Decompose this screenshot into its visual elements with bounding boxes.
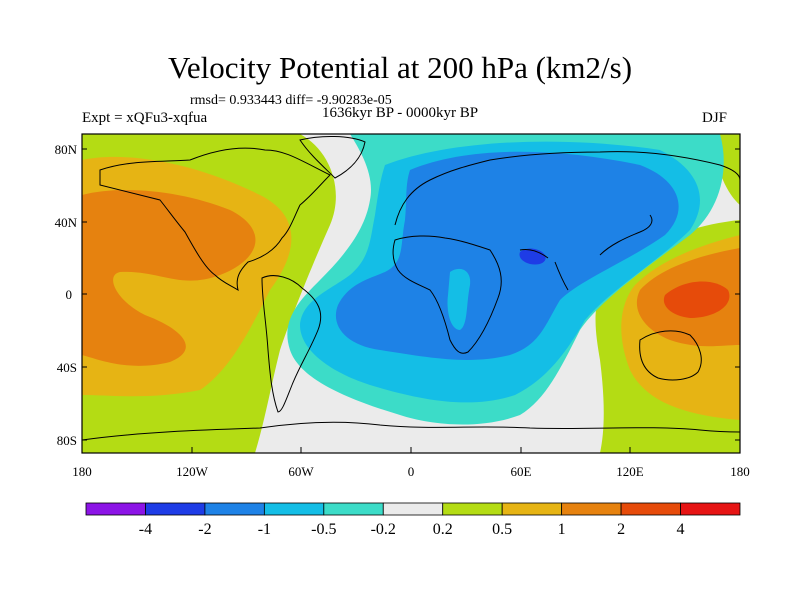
coast-antarctica: [82, 421, 740, 441]
coast-australia: [639, 330, 702, 381]
contour-neg-05-island: [447, 268, 471, 330]
period-label: 1636kyr BP - 0000kyr BP: [322, 105, 479, 121]
colorbar-swatch: [85, 502, 146, 516]
contour-neg-1: [335, 151, 679, 360]
colorbar-swatch: [680, 502, 741, 516]
stats-label: rmsd= 0.933443 diff= -9.90283e-05: [190, 93, 392, 108]
colorbar-swatch: [204, 502, 265, 516]
colorbar-swatch: [501, 502, 563, 516]
coastlines: [82, 135, 740, 441]
colorbar-swatch: [145, 502, 206, 516]
colorbar-swatch: [620, 502, 681, 516]
lon-label-0: 0: [408, 464, 415, 479]
chart-title: Velocity Potential at 200 hPa (km2/s): [167, 50, 633, 85]
colorbar-label: -1: [258, 521, 271, 538]
colorbar-label: 4: [677, 521, 685, 538]
experiment-label: Expt = xQFu3-xqfua: [82, 110, 208, 126]
lon-label-180e: 180: [730, 464, 750, 479]
colorbar-label: -0.2: [371, 521, 396, 538]
lon-label-60w: 60W: [288, 464, 314, 479]
colorbar-label: 2: [617, 521, 625, 538]
colorbar-swatch: [382, 502, 444, 516]
contour-field: [82, 134, 740, 453]
colorbar: -4 -2 -1 -0.5 -0.2 0.2 0.5 1 2 4: [85, 502, 741, 538]
lat-label-80s: 80S: [57, 433, 77, 448]
colorbar-swatch: [263, 502, 325, 516]
coast-eurasia: [394, 151, 740, 291]
colorbar-label: 0.5: [492, 521, 512, 538]
lon-ticks: [81, 447, 741, 453]
lat-ticks: [82, 148, 740, 441]
lat-label-80n: 80N: [55, 142, 78, 157]
colorbar-label: 0.2: [433, 521, 453, 538]
colorbar-swatch: [323, 502, 384, 516]
coast-africa: [392, 235, 502, 354]
coast-south-america: [261, 275, 322, 413]
lon-label-60e: 60E: [511, 464, 532, 479]
season-label: DJF: [702, 110, 728, 126]
colorbar-label: -0.5: [311, 521, 336, 538]
lat-label-40s: 40S: [57, 360, 77, 375]
lon-label-120e: 120E: [616, 464, 644, 479]
coast-greenland: [299, 135, 366, 179]
lat-label-0: 0: [66, 287, 73, 302]
lat-label-40n: 40N: [55, 215, 78, 230]
colorbar-swatch: [561, 502, 622, 516]
lon-label-120w: 120W: [176, 464, 209, 479]
colorbar-label: -4: [139, 521, 152, 538]
colorbar-label: -2: [198, 521, 211, 538]
colorbar-label: 1: [558, 521, 566, 538]
contour-wpac-4: [663, 281, 730, 318]
colorbar-swatch: [442, 502, 503, 516]
coast-north-america: [99, 147, 331, 292]
lon-label-180w: 180: [72, 464, 92, 479]
contour-pac-2: [82, 190, 256, 366]
